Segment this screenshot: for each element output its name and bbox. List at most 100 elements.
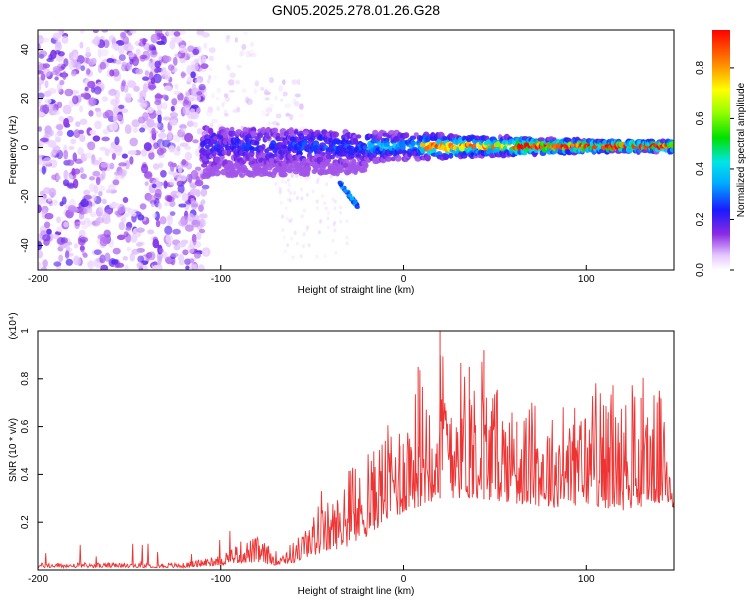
heatmap-cell bbox=[113, 145, 123, 152]
heatmap-cell bbox=[46, 103, 55, 108]
heatmap-cell bbox=[432, 147, 437, 153]
heatmap-cell bbox=[39, 104, 46, 113]
heatmap-cell bbox=[89, 129, 97, 136]
heatmap-cell bbox=[98, 190, 103, 197]
spectrogram-y-ticks: -40 -20 0 20 40 bbox=[20, 44, 43, 253]
heatmap-cell bbox=[206, 78, 211, 84]
heatmap-cell bbox=[213, 169, 221, 177]
heatmap-cell bbox=[163, 201, 171, 207]
heatmap-cell bbox=[187, 244, 195, 254]
heatmap-cell bbox=[200, 63, 209, 69]
heatmap-cell bbox=[49, 71, 59, 76]
heatmap-cell bbox=[302, 244, 305, 249]
heatmap-cell bbox=[353, 200, 358, 205]
heatmap-cell bbox=[304, 165, 312, 173]
heatmap-cell bbox=[236, 64, 243, 69]
x-tick-label: -200 bbox=[28, 274, 48, 285]
heatmap-cell bbox=[150, 202, 155, 208]
heatmap-cell bbox=[93, 36, 100, 46]
heatmap-cell bbox=[87, 141, 96, 151]
heatmap-cell bbox=[315, 254, 319, 259]
heatmap-cell bbox=[103, 229, 111, 238]
heatmap-cell bbox=[73, 243, 79, 249]
spectrogram-y-label: Frequency (Hz) bbox=[8, 116, 19, 185]
heatmap-cell bbox=[241, 43, 247, 50]
heatmap-cell bbox=[98, 156, 103, 163]
heatmap-cell bbox=[44, 98, 52, 104]
y-tick-label: 1 bbox=[20, 328, 31, 334]
heatmap-cell bbox=[38, 70, 44, 75]
heatmap-cell bbox=[155, 220, 161, 228]
heatmap-cell bbox=[196, 128, 204, 135]
colorbar-tick-label: 0.0 bbox=[695, 263, 706, 277]
heatmap-cell bbox=[38, 157, 43, 165]
heatmap-cell bbox=[282, 144, 288, 150]
heatmap-cell bbox=[53, 261, 62, 267]
heatmap-cell bbox=[178, 44, 187, 54]
heatmap-cell bbox=[162, 139, 171, 148]
heatmap-cell bbox=[169, 119, 178, 127]
heatmap-cell bbox=[93, 86, 102, 95]
heatmap-cell bbox=[106, 58, 115, 63]
heatmap-cell bbox=[135, 68, 143, 75]
heatmap-cell bbox=[154, 188, 162, 198]
heatmap-cell bbox=[83, 194, 93, 200]
heatmap-cell bbox=[293, 230, 297, 235]
snr-frame bbox=[37, 330, 675, 571]
snr-line bbox=[38, 355, 674, 570]
heatmap-cell bbox=[153, 73, 162, 84]
heatmap-cell bbox=[52, 145, 61, 154]
heatmap-cell bbox=[227, 79, 235, 86]
heatmap-cell bbox=[79, 41, 84, 49]
heatmap-cell bbox=[315, 180, 319, 184]
heatmap-cell bbox=[133, 85, 140, 92]
heatmap-cell bbox=[67, 174, 73, 181]
heatmap-cell bbox=[43, 221, 51, 229]
heatmap-cell bbox=[88, 183, 96, 193]
heatmap-cell bbox=[192, 139, 199, 144]
heatmap-cell bbox=[136, 262, 144, 269]
heatmap-cell bbox=[242, 31, 249, 36]
heatmap-cell bbox=[281, 171, 288, 178]
heatmap-cell bbox=[342, 158, 350, 164]
heatmap-cell bbox=[305, 227, 309, 232]
heatmap-cell bbox=[38, 250, 44, 259]
heatmap-cell bbox=[118, 162, 127, 167]
heatmap-cell bbox=[190, 169, 199, 180]
heatmap-cell bbox=[261, 143, 266, 150]
heatmap-cell bbox=[140, 163, 149, 174]
heatmap-cell bbox=[169, 211, 176, 217]
heatmap-cell bbox=[76, 55, 85, 64]
heatmap-cell bbox=[139, 203, 147, 210]
heatmap-cell bbox=[293, 190, 296, 195]
heatmap-cell bbox=[86, 68, 91, 75]
heatmap-cell bbox=[177, 92, 184, 102]
heatmap-cell bbox=[102, 128, 109, 135]
heatmap-cell bbox=[319, 220, 322, 225]
heatmap-cell bbox=[139, 54, 148, 60]
heatmap-cell bbox=[221, 103, 225, 108]
heatmap-cell bbox=[61, 196, 67, 205]
heatmap-cell bbox=[281, 79, 286, 85]
y-tick-label: 40 bbox=[20, 44, 31, 56]
heatmap-cell bbox=[325, 182, 329, 187]
heatmap-cell bbox=[289, 191, 293, 196]
heatmap-cell bbox=[129, 156, 134, 165]
x-tick-label: -200 bbox=[28, 574, 48, 585]
heatmap-cell bbox=[93, 184, 99, 195]
heatmap-cell bbox=[286, 178, 290, 182]
heatmap-cell bbox=[221, 101, 226, 105]
heatmap-cell bbox=[125, 160, 130, 170]
heatmap-cell bbox=[173, 31, 181, 37]
heatmap-cell bbox=[140, 148, 147, 157]
spectrogram-heatmap bbox=[38, 30, 674, 270]
heatmap-cell bbox=[114, 136, 120, 146]
heatmap-cell bbox=[329, 174, 333, 179]
heatmap-cell bbox=[160, 35, 167, 41]
heatmap-cell bbox=[264, 97, 270, 101]
snr-panel: -200 -100 0 100 0.2 0.4 0.6 0.8 1 Height of str… bbox=[8, 312, 675, 597]
heatmap-cell bbox=[93, 249, 102, 255]
heatmap-cell bbox=[224, 113, 229, 117]
heatmap-cell bbox=[56, 82, 62, 93]
heatmap-cell bbox=[205, 110, 213, 117]
